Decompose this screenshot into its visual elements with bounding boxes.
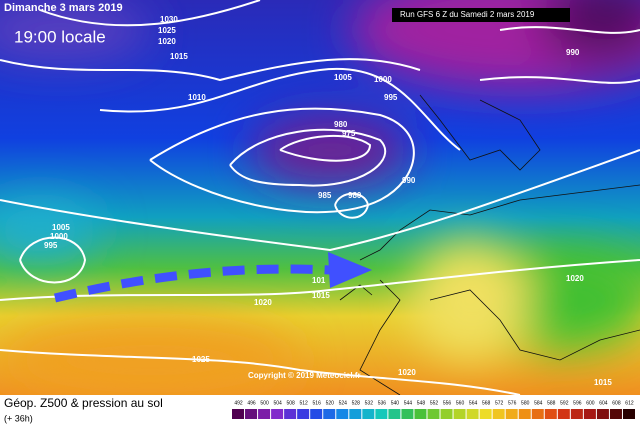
scale-label: 492 xyxy=(234,400,243,406)
run: Run GFS 6 Z du Samedi 2 mars 2019 xyxy=(400,10,535,19)
copyright: Copyright © 2019 Meteociel.fr xyxy=(248,371,361,380)
scale-swatch xyxy=(349,409,362,419)
scale-swatch xyxy=(232,409,245,419)
scale-label: 556 xyxy=(443,400,452,406)
scale-swatch xyxy=(284,409,297,419)
scale-label: 548 xyxy=(417,400,426,406)
scale-swatch xyxy=(609,409,622,419)
scale-label: 576 xyxy=(508,400,517,406)
isobar-label: 1020 xyxy=(254,298,272,307)
isobar-label: 1020 xyxy=(398,368,416,377)
scale-label: 508 xyxy=(286,400,295,406)
date: Dimanche 3 mars 2019 xyxy=(4,2,123,14)
legend-title: Géop. Z500 & pression au sol xyxy=(4,396,163,410)
isobar-label: 975 xyxy=(342,129,356,138)
scale-swatch xyxy=(596,409,609,419)
scale-swatch xyxy=(245,409,258,419)
isobar-label: 1015 xyxy=(170,52,188,61)
scale-label: 552 xyxy=(430,400,439,406)
isobar-label: 995 xyxy=(384,93,398,102)
scale-swatch xyxy=(297,409,310,419)
scale-swatch xyxy=(544,409,557,419)
scale-swatch xyxy=(505,409,518,419)
scale-label: 528 xyxy=(352,400,361,406)
scale-swatch xyxy=(427,409,440,419)
scale-swatch xyxy=(258,409,271,419)
scale-label: 564 xyxy=(469,400,478,406)
isobar-label: 1000 xyxy=(50,232,68,241)
isobar-label: 990 xyxy=(566,48,580,57)
isobar-label: 980 xyxy=(348,191,362,200)
isobar-label: 1000 xyxy=(374,75,392,84)
scale-swatch xyxy=(583,409,596,419)
time: 19:00 locale xyxy=(14,27,106,46)
isobar-label: 985 xyxy=(318,191,332,200)
scale-label: 524 xyxy=(339,400,348,406)
scale-swatch xyxy=(466,409,479,419)
scale-label: 568 xyxy=(482,400,491,406)
isobar-label: 995 xyxy=(44,241,58,250)
scale-label: 572 xyxy=(495,400,504,406)
isobar-label: 1015 xyxy=(312,291,330,300)
isobar-label: 1025 xyxy=(158,26,176,35)
scale-swatch xyxy=(440,409,453,419)
scale-label: 516 xyxy=(313,400,322,406)
isobar-label: 1025 xyxy=(192,355,210,364)
scale-label: 520 xyxy=(326,400,335,406)
legend-subtitle: (+ 36h) xyxy=(4,413,33,423)
scale-swatch xyxy=(570,409,583,419)
scale-label: 532 xyxy=(365,400,374,406)
isobar-label: 1005 xyxy=(334,73,352,82)
scale-label: 604 xyxy=(599,400,608,406)
scale-swatch xyxy=(271,409,284,419)
isobar-label: 1010 xyxy=(188,93,206,102)
scale-swatch xyxy=(362,409,375,419)
scale-swatch xyxy=(388,409,401,419)
scale-swatch xyxy=(336,409,349,419)
scale-swatch xyxy=(414,409,427,419)
scale-swatch xyxy=(375,409,388,419)
scale-swatch xyxy=(310,409,323,419)
scale-label: 588 xyxy=(547,400,556,406)
scale-label: 584 xyxy=(534,400,543,406)
coastlines xyxy=(339,94,640,396)
scale-label: 540 xyxy=(391,400,400,406)
scale-label: 500 xyxy=(260,400,269,406)
scale-label: 612 xyxy=(625,400,634,406)
scale-swatch xyxy=(531,409,544,419)
scale-label: 504 xyxy=(273,400,282,406)
isobar-label: 990 xyxy=(402,176,416,185)
scale-swatch xyxy=(323,409,336,419)
scale-label: 544 xyxy=(404,400,413,406)
scale-label: 592 xyxy=(560,400,569,406)
scale-swatch xyxy=(453,409,466,419)
scale-label: 560 xyxy=(456,400,465,406)
scale-label: 496 xyxy=(247,400,256,406)
scale-label: 536 xyxy=(378,400,387,406)
isobars xyxy=(0,0,640,395)
scale-swatch xyxy=(622,409,635,419)
isobar-label: 1030 xyxy=(160,15,178,24)
scale-swatch xyxy=(401,409,414,419)
scale-label: 580 xyxy=(521,400,530,406)
scale-label: 512 xyxy=(300,400,309,406)
isobar-label: 1020 xyxy=(158,37,176,46)
isobar-label: 1020 xyxy=(566,274,584,283)
isobar-label: 1005 xyxy=(52,223,70,232)
scale-label: 600 xyxy=(586,400,595,406)
scale-swatch xyxy=(492,409,505,419)
scale-swatch xyxy=(479,409,492,419)
scale-label: 608 xyxy=(612,400,621,406)
scale-label: 596 xyxy=(573,400,582,406)
isobar-label: 101 xyxy=(312,276,326,285)
scale-swatch xyxy=(557,409,570,419)
run-box xyxy=(392,8,570,22)
isobar-label: 1015 xyxy=(594,378,612,387)
flow-arrow-head xyxy=(328,252,372,288)
scale-swatch xyxy=(518,409,531,419)
isobar-label: 980 xyxy=(334,120,348,129)
